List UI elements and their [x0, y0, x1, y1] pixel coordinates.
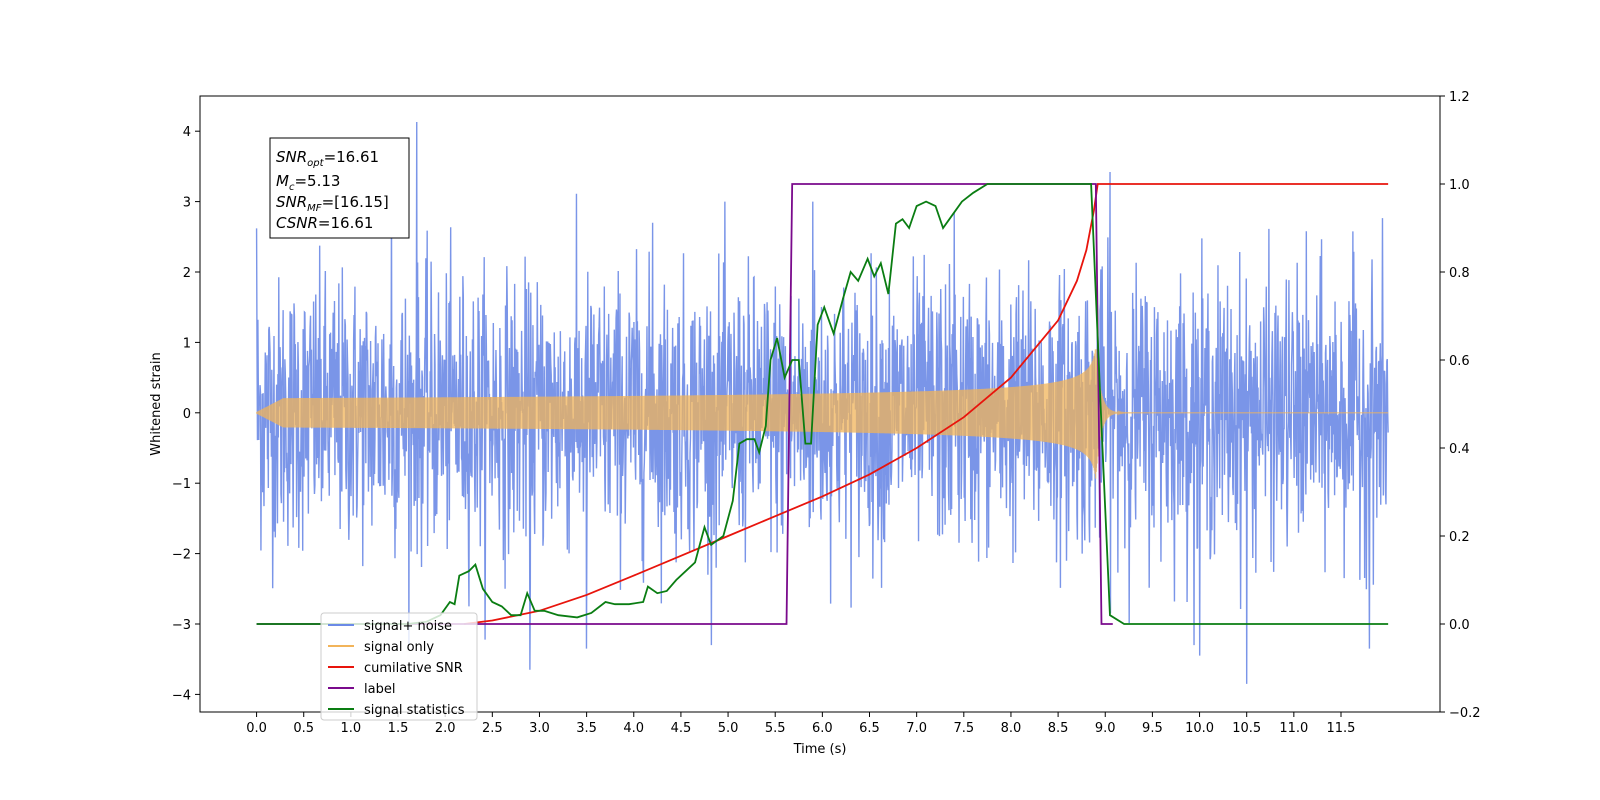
- y-right-tick-label: 0.0: [1449, 618, 1470, 633]
- legend: signal+ noise signal only cumilative SNR la…: [320, 612, 478, 721]
- series-line-cumilative-snr: [463, 183, 1389, 625]
- x-tick-label: 7.5: [953, 721, 974, 736]
- legend-label: signal statistics: [364, 703, 465, 718]
- y-right-tick-label: −0.2: [1449, 706, 1481, 721]
- y-left-tick-label: −2: [172, 548, 191, 563]
- series-line-signal-only: [255, 349, 1389, 479]
- x-tick-label: 8.0: [1001, 721, 1022, 736]
- y-axis-label: Whitened strain: [149, 352, 164, 455]
- y-right-tick-label: 0.6: [1449, 354, 1470, 369]
- x-tick-label: 6.0: [812, 721, 833, 736]
- x-tick-label: 10.5: [1232, 721, 1261, 736]
- x-tick-label: 10.0: [1185, 721, 1214, 736]
- y-left-tick-label: 0: [183, 407, 191, 422]
- y-left-tick-label: −1: [172, 477, 191, 492]
- stats-mc: Mc=5.13: [276, 172, 340, 193]
- x-tick-label: 4.5: [671, 721, 692, 736]
- y-right-tick-label: 0.2: [1449, 530, 1470, 545]
- series-line-label: [256, 183, 1113, 625]
- x-tick-label: 5.0: [718, 721, 739, 736]
- y-right-tick-label: 0.8: [1449, 266, 1470, 281]
- x-tick-label: 1.5: [388, 721, 409, 736]
- x-axis: 0.0 0.5 1.0 1.5 2.0 2.5 3.0 3.5 4.0 4.5 5.0 5.5 6.0 6…: [246, 712, 1355, 736]
- stats-csnr: CSNR=16.61: [276, 214, 373, 232]
- plot-area: [255, 122, 1389, 684]
- y-left-tick-label: 3: [183, 196, 191, 211]
- y-left-tick-label: −4: [172, 688, 191, 703]
- legend-label: signal only: [364, 640, 434, 655]
- x-tick-label: 3.5: [576, 721, 597, 736]
- stats-snr-mf: SNRMF=[16.15]: [276, 193, 389, 214]
- y-axis-right: 1.2 1.0 0.8 0.6 0.4 0.2 0.0 −0.2: [1440, 90, 1481, 721]
- x-axis-label: Time (s): [793, 742, 847, 757]
- x-tick-label: 11.0: [1279, 721, 1308, 736]
- legend-label: cumilative SNR: [364, 661, 463, 676]
- stats-snr-opt: SNRopt=16.61: [276, 148, 379, 169]
- y-axis-left: 4 3 2 1 0 −1 −2 −3 −4: [172, 125, 200, 703]
- y-left-tick-label: 2: [183, 266, 191, 281]
- x-tick-label: 7.0: [906, 721, 927, 736]
- x-tick-label: 0.5: [293, 721, 314, 736]
- x-tick-label: 3.0: [529, 721, 550, 736]
- y-left-tick-label: 1: [183, 336, 191, 351]
- x-tick-label: 8.5: [1048, 721, 1069, 736]
- x-tick-label: 9.5: [1142, 721, 1163, 736]
- x-tick-label: 2.5: [482, 721, 503, 736]
- series-line-signal-statistics: [256, 183, 1389, 625]
- axes-frame: [199, 95, 1441, 713]
- x-tick-label: 11.5: [1327, 721, 1356, 736]
- y-right-tick-label: 1.2: [1449, 90, 1470, 105]
- x-tick-label: 5.5: [765, 721, 786, 736]
- stats-box: SNRopt=16.61 Mc=5.13 SNRMF=[16.15] CSNR=…: [269, 137, 410, 239]
- x-tick-label: 9.0: [1095, 721, 1116, 736]
- y-left-tick-label: 4: [183, 125, 191, 140]
- y-left-tick-label: −3: [172, 618, 191, 633]
- x-tick-label: 6.5: [859, 721, 880, 736]
- legend-label: label: [364, 682, 395, 697]
- legend-frame: [320, 612, 478, 721]
- x-tick-label: 4.0: [623, 721, 644, 736]
- x-tick-label: 1.0: [341, 721, 362, 736]
- y-right-tick-label: 0.4: [1449, 442, 1470, 457]
- y-right-tick-label: 1.0: [1449, 178, 1470, 193]
- stats-box-frame: [269, 137, 410, 239]
- x-tick-label: 0.0: [246, 721, 267, 736]
- x-tick-label: 2.0: [435, 721, 456, 736]
- legend-label: signal+ noise: [364, 619, 452, 634]
